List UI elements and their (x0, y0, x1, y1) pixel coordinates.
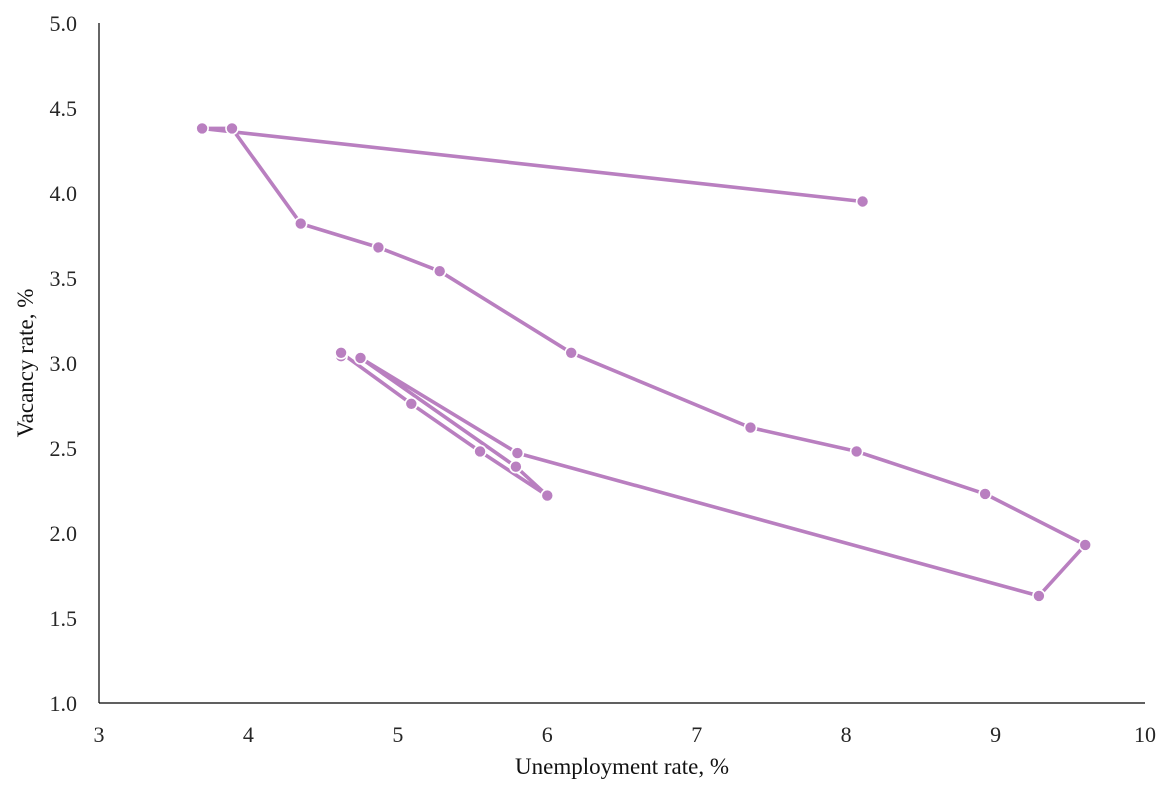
y-tick-label: 3.5 (50, 266, 78, 291)
data-point (855, 194, 870, 209)
data-point (849, 444, 864, 459)
y-axis-title: Vacancy rate, % (13, 289, 38, 438)
data-point (195, 121, 209, 136)
y-tick-label: 4.5 (50, 96, 78, 121)
y-tick-label: 4.0 (50, 181, 78, 206)
x-tick-label: 10 (1134, 722, 1156, 747)
x-tick-label: 7 (691, 722, 702, 747)
y-tick-label: 5.0 (50, 11, 78, 36)
data-point (371, 240, 386, 255)
x-axis-title: Unemployment rate, % (515, 754, 729, 779)
data-point (1078, 538, 1093, 552)
data-point (225, 121, 239, 136)
series-line (200, 126, 1087, 598)
y-tick-labels: 1.0 1.5 2.0 2.5 3.0 3.5 4.0 4.5 5.0 (50, 11, 78, 716)
x-tick-label: 9 (990, 722, 1001, 747)
data-point (510, 446, 525, 460)
data-point (978, 487, 992, 501)
y-tick-label: 1.5 (50, 606, 78, 631)
data-point (353, 351, 368, 365)
data-point (432, 264, 447, 279)
data-point (509, 459, 523, 474)
x-tick-label: 4 (243, 722, 254, 747)
data-point (564, 345, 578, 360)
data-point (473, 444, 487, 459)
x-tick-label: 8 (841, 722, 852, 747)
y-tick-label: 1.0 (50, 691, 78, 716)
data-point (540, 488, 555, 503)
data-point (743, 420, 758, 435)
x-tick-label: 5 (392, 722, 403, 747)
data-point (334, 345, 348, 360)
y-tick-label: 3.0 (50, 351, 78, 376)
data-point (293, 216, 308, 231)
x-tick-labels: 3 4 5 6 7 8 9 10 (94, 722, 1157, 747)
y-tick-label: 2.0 (50, 521, 78, 546)
series-layer (195, 121, 1093, 603)
data-point (404, 396, 419, 411)
x-tick-label: 3 (94, 722, 105, 747)
y-tick-label: 2.5 (50, 436, 78, 461)
data-point (1032, 589, 1046, 603)
x-tick-label: 6 (542, 722, 553, 747)
